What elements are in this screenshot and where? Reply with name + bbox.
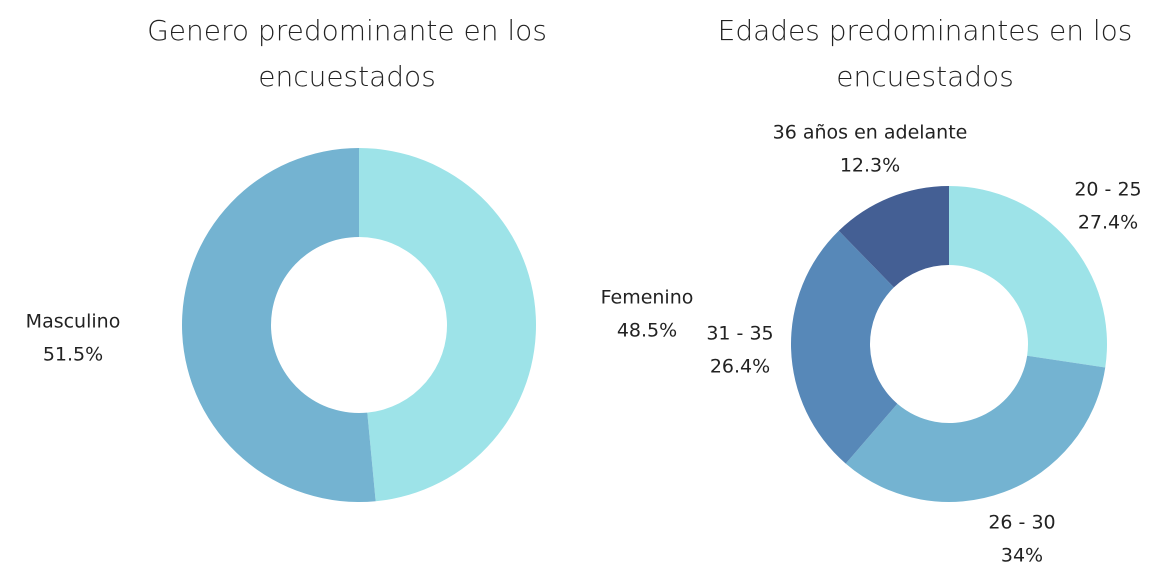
donut-slice [838, 186, 949, 288]
slice-label: 26 - 30 [988, 512, 1055, 534]
donut-slice [845, 355, 1106, 503]
slice-value: 48.5% [617, 320, 677, 342]
slice-label: 20 - 25 [1074, 179, 1141, 201]
slice-value: 12.3% [840, 155, 900, 177]
chart-title: Genero predominante en los encuestados [147, 14, 547, 93]
slice-label: 36 años en adelante [773, 122, 968, 144]
chart-title: Edades predominantes en los encuestados [717, 14, 1133, 93]
slice-label: 31 - 35 [706, 323, 773, 345]
slice-label: Masculino [26, 311, 121, 333]
slice-value: 51.5% [43, 344, 103, 366]
donut-slice [791, 230, 898, 464]
donut-slice [949, 186, 1107, 368]
slice-value: 34% [1001, 545, 1043, 567]
slice-value: 26.4% [710, 356, 770, 378]
slice-value: 27.4% [1078, 212, 1138, 234]
slice-label: Femenino [601, 287, 694, 309]
donut-slice [181, 148, 376, 503]
donut-slice [359, 148, 536, 502]
